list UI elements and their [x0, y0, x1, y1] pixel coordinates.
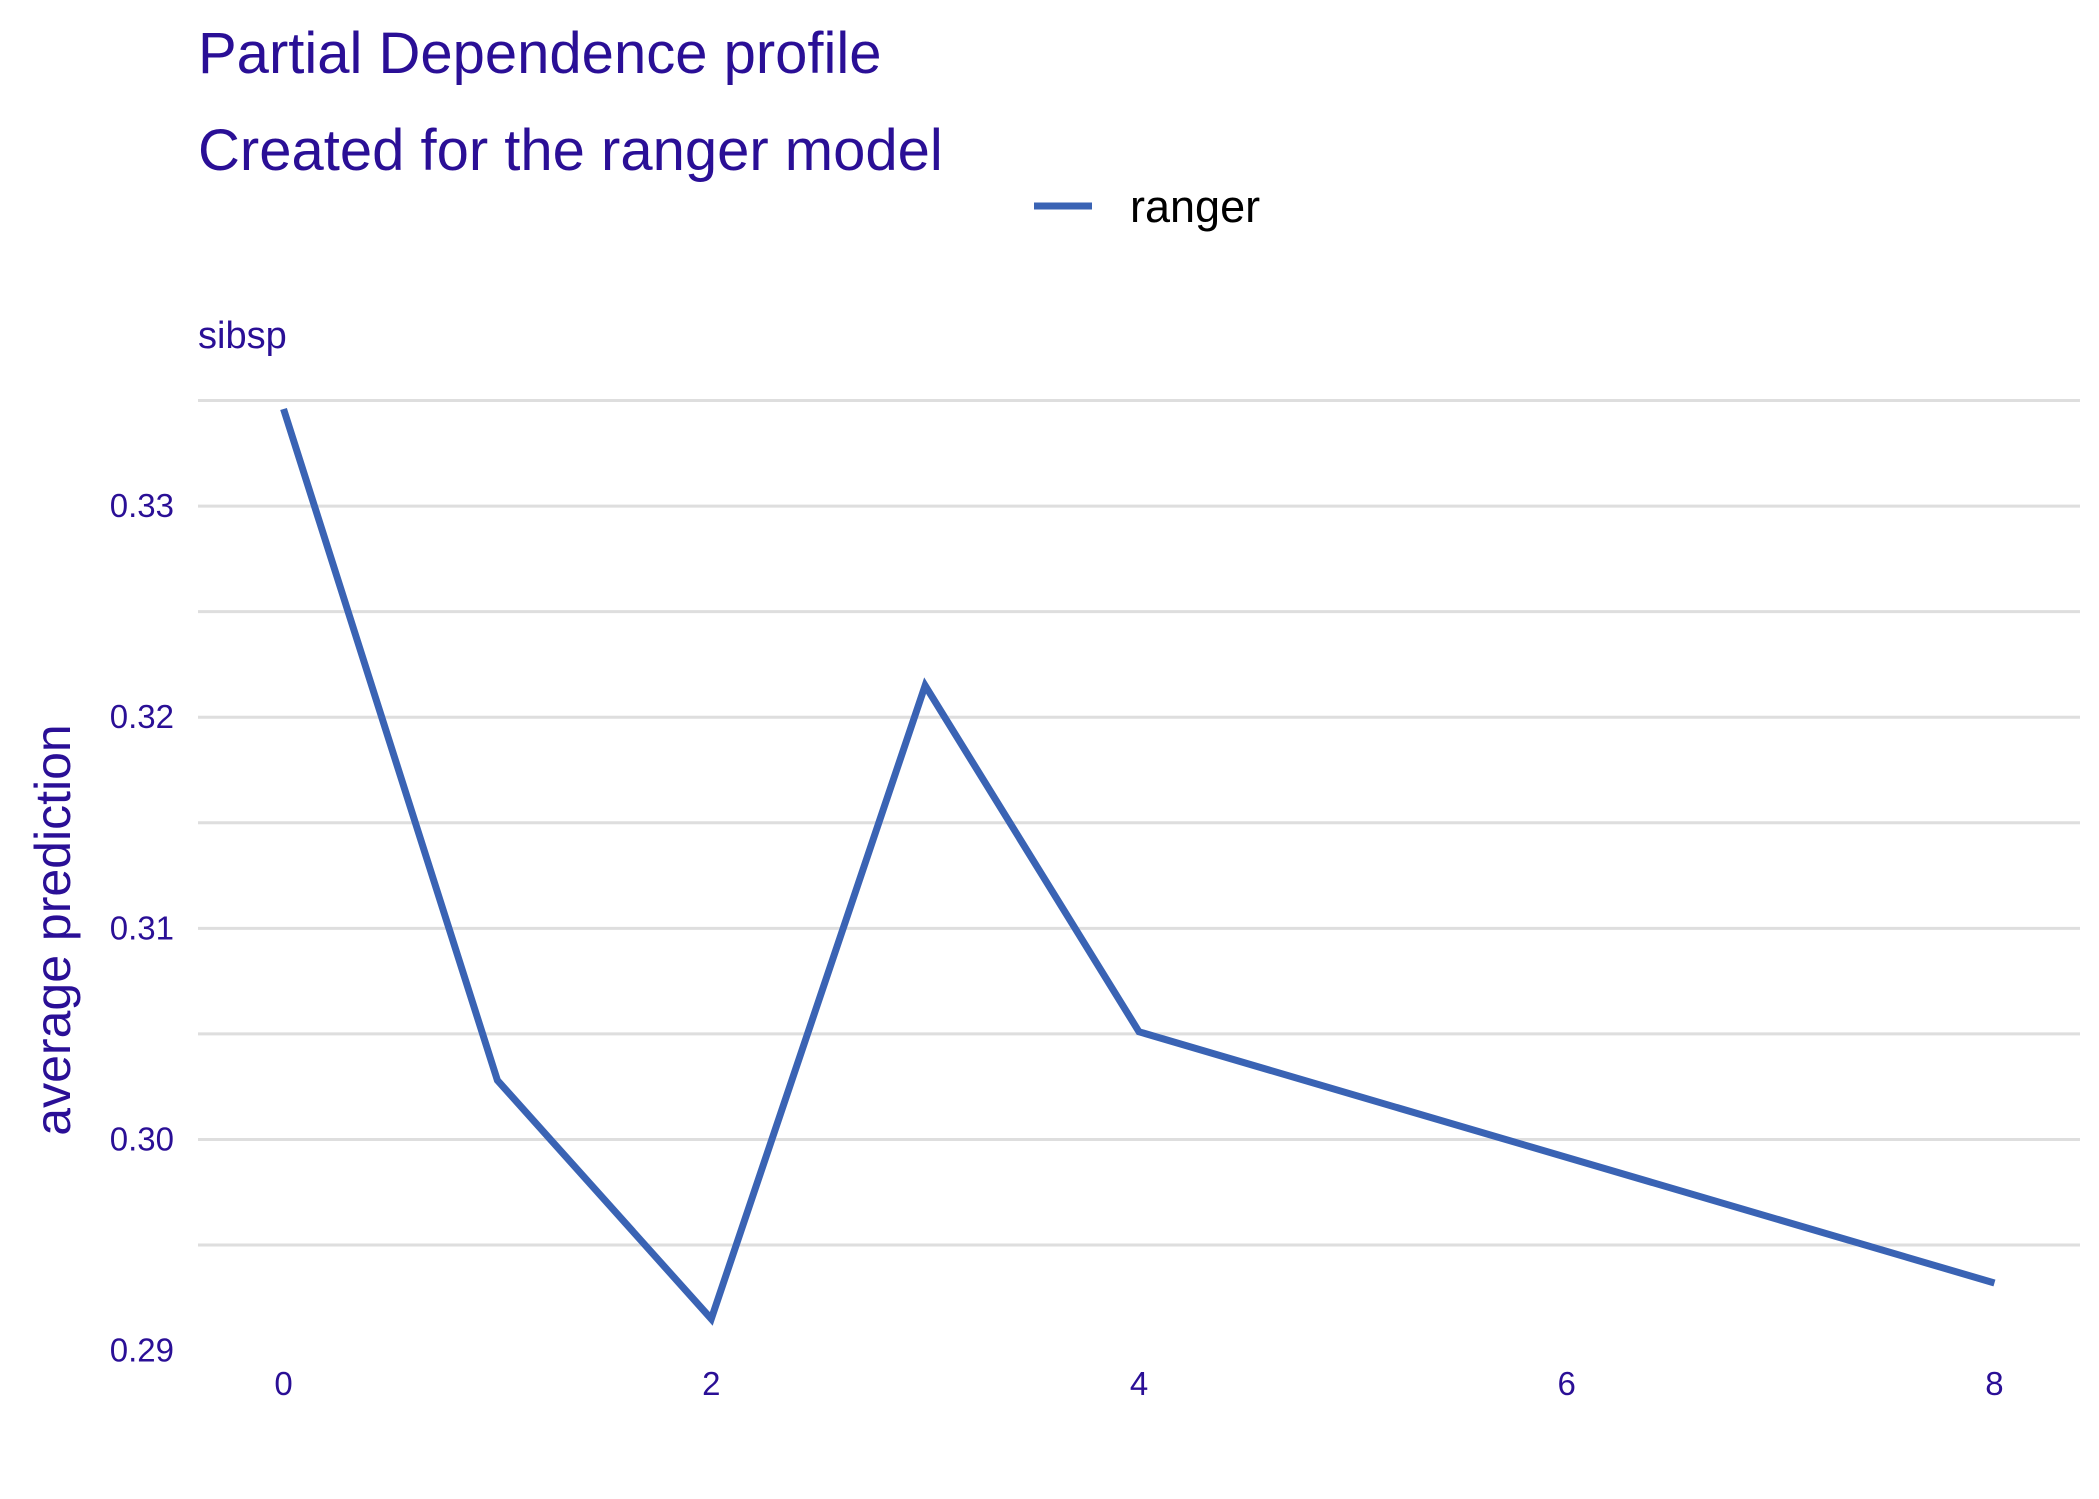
x-tick-label: 8	[1985, 1365, 2003, 1402]
legend: ranger	[1034, 181, 1260, 232]
chart-subtitle: Created for the ranger model	[198, 118, 943, 183]
y-axis-ticks: 0.29 0.30 0.31 0.32 0.33	[110, 487, 174, 1368]
y-tick-label: 0.33	[110, 487, 174, 524]
x-axis-ticks: 0 2 4 6 8	[274, 1365, 2003, 1402]
y-tick-label: 0.32	[110, 698, 174, 735]
legend-label-ranger: ranger	[1130, 181, 1260, 232]
panel-label: sibsp	[198, 315, 287, 357]
y-tick-label: 0.29	[110, 1332, 174, 1369]
grid-lines	[198, 399, 2080, 1247]
y-tick-label: 0.30	[110, 1120, 174, 1157]
x-tick-label: 4	[1130, 1365, 1148, 1402]
y-axis-title-group: average prediction	[25, 724, 81, 1135]
x-tick-label: 2	[702, 1365, 720, 1402]
series-line-ranger	[280, 407, 1996, 1326]
x-tick-label: 0	[274, 1365, 292, 1402]
x-tick-label: 6	[1558, 1365, 1576, 1402]
y-tick-label: 0.31	[110, 909, 174, 946]
y-axis-title: average prediction	[25, 724, 81, 1135]
series-layer	[280, 407, 1996, 1326]
chart-title: Partial Dependence profile	[198, 21, 882, 86]
